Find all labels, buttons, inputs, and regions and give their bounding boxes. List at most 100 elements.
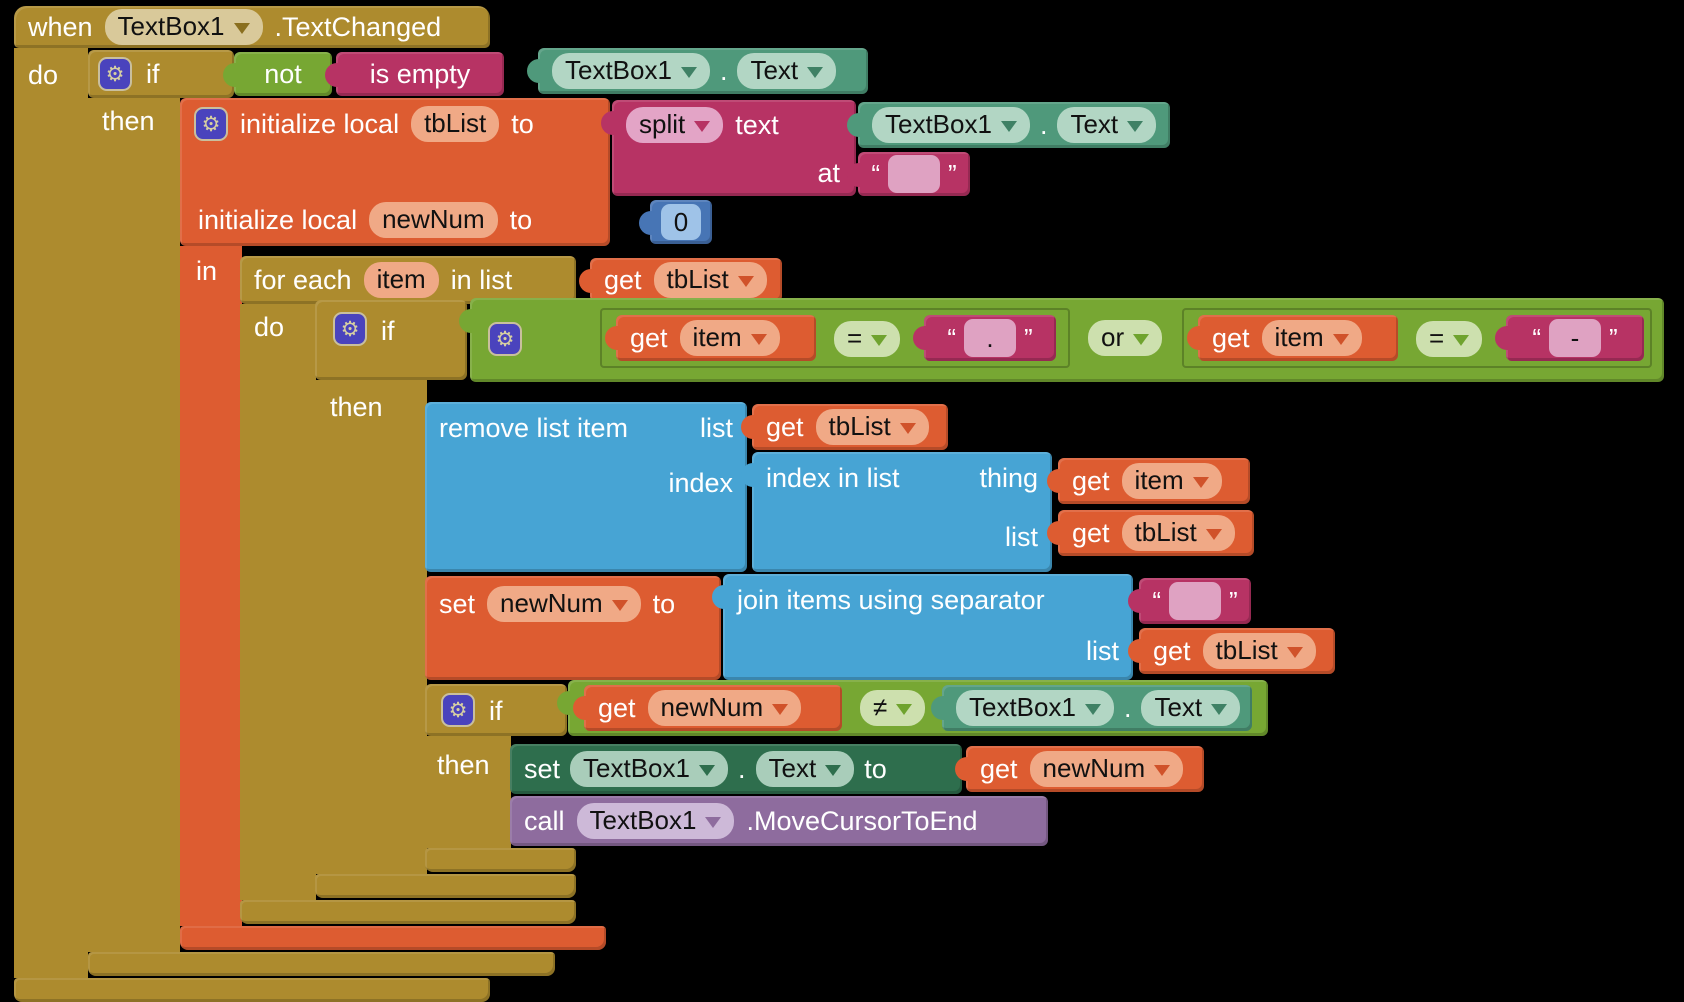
dropdown-arrow-icon — [694, 120, 711, 132]
loop-var-field[interactable]: item — [363, 262, 439, 298]
gear-icon[interactable]: ⚙ — [98, 57, 132, 91]
property-dropdown[interactable]: Text — [1057, 107, 1157, 143]
property-dropdown[interactable]: Text — [755, 751, 855, 787]
get-tblist-block[interactable]: get tbList — [1128, 628, 1335, 674]
var-dropdown[interactable]: item — [1261, 320, 1362, 356]
text-is-empty-block[interactable]: is empty — [325, 52, 504, 96]
property-dropdown[interactable]: Text — [737, 53, 837, 89]
set-newnum-block[interactable]: set newNum to — [425, 576, 721, 680]
var-dropdown[interactable]: item — [1121, 463, 1222, 499]
compare-op-dropdown[interactable]: = — [834, 321, 901, 357]
do-label: do — [28, 60, 59, 90]
dropdown-arrow-icon — [899, 422, 916, 434]
dropdown-arrow-icon — [1286, 646, 1303, 658]
event-body-gutter — [14, 48, 88, 978]
component-dropdown[interactable]: TextBox1 — [872, 107, 1030, 143]
var-dropdown[interactable]: tbList — [653, 262, 767, 298]
dropdown-arrow-icon — [1192, 476, 1209, 488]
var-dropdown[interactable]: tbList — [815, 409, 929, 445]
gear-icon[interactable]: ⚙ — [194, 107, 228, 141]
get-tblist-block[interactable]: get tbList — [741, 404, 948, 450]
list-socket-label: list — [1005, 522, 1038, 552]
then-label: then — [102, 106, 155, 136]
dropdown-arrow-icon — [1211, 703, 1228, 715]
component-dropdown[interactable]: TextBox1 — [576, 803, 735, 839]
compare-eq-block[interactable]: get item = “ - ” — [1182, 308, 1652, 368]
textbox-text-getter-block[interactable]: TextBox1 . Text — [847, 102, 1170, 148]
gear-icon[interactable]: ⚙ — [488, 322, 522, 356]
compare-op-dropdown[interactable]: ≠ — [860, 690, 926, 726]
get-tblist-block[interactable]: get tbList — [1047, 510, 1254, 556]
in-label: in — [196, 256, 218, 286]
dropdown-arrow-icon — [825, 764, 842, 776]
component-dropdown[interactable]: TextBox1 — [956, 690, 1114, 726]
when-label: when — [28, 11, 93, 42]
split-op-dropdown[interactable]: split — [626, 107, 724, 143]
then-label: then — [330, 392, 383, 422]
join-items-block[interactable]: join items using separator list — [712, 574, 1133, 680]
initialize-local-body-gutter — [180, 246, 242, 926]
set-textbox-text-block[interactable]: set TextBox1 . Text to — [510, 744, 962, 794]
for-each-block[interactable]: for each item in list — [240, 256, 576, 304]
get-item-block[interactable]: get item — [1187, 315, 1398, 361]
component-dropdown[interactable]: TextBox1 — [104, 9, 263, 45]
dropdown-arrow-icon — [1133, 333, 1150, 345]
get-tblist-block[interactable]: get tbList — [579, 258, 782, 302]
if1-block[interactable]: ⚙ if — [88, 50, 234, 98]
if-label: if — [381, 316, 395, 346]
get-item-block[interactable]: get item — [1047, 458, 1250, 504]
component-dropdown[interactable]: TextBox1 — [552, 53, 710, 89]
dropdown-arrow-icon — [772, 703, 789, 715]
number-field[interactable]: 0 — [661, 204, 701, 240]
dropdown-arrow-icon — [1453, 334, 1470, 346]
var-dropdown[interactable]: tbList — [1121, 515, 1235, 551]
compare-eq-block[interactable]: get item = “ . ” — [600, 308, 1070, 368]
var-dropdown[interactable]: newNum — [647, 690, 802, 726]
string-text-field[interactable] — [1169, 582, 1221, 620]
gear-icon[interactable]: ⚙ — [441, 693, 475, 727]
or-op-dropdown[interactable]: or — [1088, 320, 1163, 356]
var-dropdown[interactable]: tbList — [1202, 633, 1316, 669]
dropdown-arrow-icon — [807, 66, 824, 78]
at-label: at — [817, 158, 840, 188]
string-dash-block[interactable]: “ - ” — [1495, 315, 1644, 361]
initialize-local-block[interactable]: ⚙ initialize local tbList to initialize … — [180, 98, 610, 246]
call-method-block[interactable]: call TextBox1 .MoveCursorToEnd — [510, 796, 1048, 846]
gear-icon[interactable]: ⚙ — [333, 312, 367, 346]
property-dropdown[interactable]: Text — [1141, 690, 1241, 726]
compare-neq-block[interactable]: get newNum ≠ TextBox1 . Text — [557, 680, 1268, 736]
get-item-block[interactable]: get item — [605, 315, 816, 361]
string-text-field[interactable]: . — [964, 319, 1016, 357]
if3-block[interactable]: ⚙ if — [425, 684, 567, 736]
text-split-block[interactable]: split text at — [601, 100, 856, 196]
get-newnum-block[interactable]: get newNum — [955, 746, 1204, 792]
dropdown-arrow-icon — [698, 764, 715, 776]
var-dropdown[interactable]: newNum — [487, 586, 641, 622]
initialize-local-bottom-bar — [180, 926, 606, 950]
string-text-field[interactable] — [888, 155, 940, 193]
logic-or-block[interactable]: ⚙ get item = “ . ” or get item = “ - — [459, 298, 1664, 382]
local-name-field[interactable]: newNum — [369, 202, 498, 238]
if2-bottom-bar — [315, 874, 576, 898]
get-newnum-block[interactable]: get newNum — [573, 685, 842, 731]
when-event-block[interactable]: when TextBox1 .TextChanged — [14, 6, 490, 48]
dropdown-arrow-icon — [1000, 120, 1017, 132]
var-dropdown[interactable]: item — [679, 320, 780, 356]
string-space-block[interactable]: “ ” — [1128, 578, 1251, 624]
textbox-text-getter-block[interactable]: TextBox1 . Text — [931, 685, 1252, 731]
string-space-block[interactable]: “ ” — [847, 152, 970, 196]
textbox-text-getter-block[interactable]: TextBox1 . Text — [527, 48, 868, 94]
number-block[interactable]: 0 — [639, 200, 712, 244]
remove-list-item-block[interactable]: remove list item list index — [425, 402, 747, 572]
if2-block[interactable]: ⚙ if — [315, 300, 467, 380]
compare-op-dropdown[interactable]: = — [1416, 321, 1483, 357]
var-dropdown[interactable]: newNum — [1029, 751, 1184, 787]
for-each-bottom-bar — [240, 900, 576, 924]
index-in-list-block[interactable]: index in list thing list — [741, 452, 1052, 572]
for-each-body-gutter — [240, 304, 316, 900]
logic-not-block[interactable]: not — [223, 52, 332, 96]
component-dropdown[interactable]: TextBox1 — [570, 751, 728, 787]
string-dot-block[interactable]: “ . ” — [913, 315, 1056, 361]
string-text-field[interactable]: - — [1549, 319, 1601, 357]
local-name-field[interactable]: tbList — [411, 106, 500, 142]
